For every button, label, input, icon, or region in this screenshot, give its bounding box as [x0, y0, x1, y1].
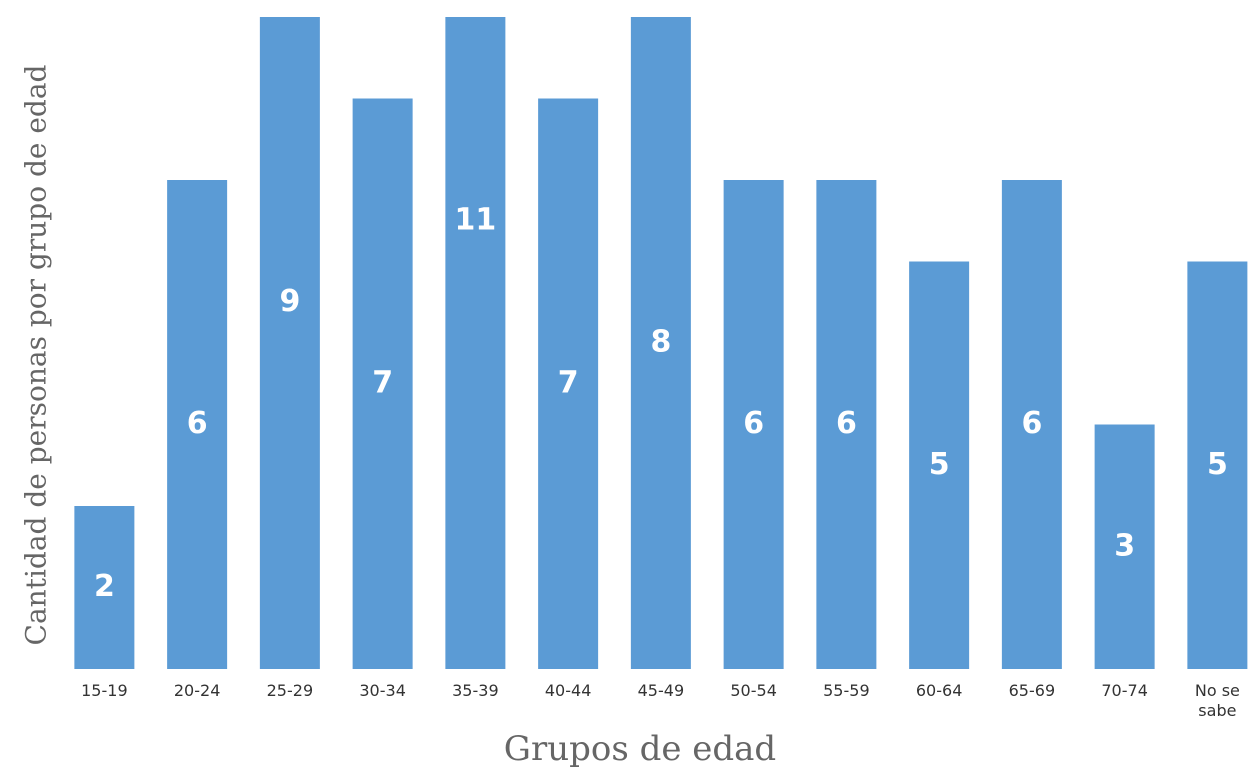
- x-tick-label: 40-44: [544, 681, 592, 700]
- x-axis-title: Grupos de edad: [504, 729, 776, 769]
- x-tick-label: 25-29: [266, 681, 314, 700]
- bar: [259, 17, 320, 669]
- x-tick-label: 60-64: [915, 681, 963, 700]
- bar: [445, 17, 506, 669]
- plot-area: [74, 17, 1248, 669]
- x-tick-label: 35-39: [452, 681, 499, 700]
- value-label: 6: [1021, 406, 1042, 441]
- value-labels: 2 6 9 7 11 7 8 6 6 5 6 3 5: [94, 202, 1228, 604]
- value-label: 6: [836, 406, 857, 441]
- bar: [167, 180, 228, 669]
- value-label: 5: [1207, 447, 1228, 482]
- bar: [352, 98, 413, 669]
- x-tick-label: 70-74: [1101, 681, 1148, 700]
- bar: [1187, 261, 1248, 669]
- value-label: 8: [650, 325, 671, 360]
- value-label: 2: [94, 569, 115, 604]
- x-tick-label: 20-24: [173, 681, 221, 700]
- bar: [723, 180, 784, 669]
- bar: [909, 261, 970, 669]
- value-label: 5: [929, 447, 950, 482]
- value-label: 7: [372, 365, 393, 400]
- x-tick-label: 15-19: [81, 681, 128, 700]
- value-label: 3: [1114, 528, 1135, 563]
- value-label: 6: [743, 406, 764, 441]
- x-tick-label: No se sabe: [1194, 681, 1240, 720]
- bar: [1094, 424, 1155, 669]
- bar: [1001, 180, 1062, 669]
- bar: [816, 180, 877, 669]
- value-label: 9: [279, 284, 300, 319]
- bar: [538, 98, 599, 669]
- x-tick-label: 50-54: [730, 681, 777, 700]
- x-tick-label: 45-49: [637, 681, 685, 700]
- value-label: 11: [455, 202, 497, 237]
- value-label: 6: [187, 406, 208, 441]
- x-tick-label: 65-69: [1008, 681, 1056, 700]
- x-tick-label: 55-59: [823, 681, 870, 700]
- bar: [74, 506, 135, 669]
- y-axis-title: Cantidad de personas por grupo de edad: [20, 64, 53, 645]
- x-tick-label: 30-34: [359, 681, 406, 700]
- value-label: 7: [558, 365, 579, 400]
- bar: [630, 17, 691, 669]
